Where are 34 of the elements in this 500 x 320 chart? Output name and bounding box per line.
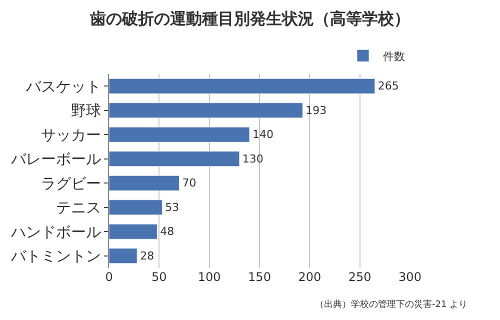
x-tick-label: 100 bbox=[198, 270, 221, 284]
data-label: 130 bbox=[242, 152, 264, 166]
bar bbox=[109, 224, 158, 240]
bar bbox=[109, 175, 180, 191]
y-tick-label: バトミントン bbox=[10, 247, 101, 266]
y-tick-label: 野球 bbox=[71, 102, 101, 120]
data-label: 70 bbox=[182, 176, 196, 190]
bar bbox=[109, 126, 250, 142]
data-label: 140 bbox=[252, 128, 274, 142]
y-tick-label: サッカー bbox=[41, 126, 101, 144]
bar bbox=[109, 102, 303, 118]
data-label: 265 bbox=[378, 80, 399, 93]
chart-title: 歯の破折の運動種目別発生状況（高等学校） bbox=[89, 9, 410, 28]
bar bbox=[109, 248, 138, 264]
x-tick-label: 50 bbox=[152, 270, 167, 284]
x-tick-label: 300 bbox=[398, 270, 422, 284]
data-label: 48 bbox=[160, 225, 174, 238]
y-tick-label: バスケット bbox=[25, 77, 101, 96]
y-tick-label: ハンドボール bbox=[10, 222, 101, 241]
x-tick-label: 250 bbox=[348, 270, 372, 284]
y-tick-label: バレーボール bbox=[10, 150, 101, 168]
bar bbox=[109, 78, 376, 94]
data-label: 28 bbox=[140, 249, 154, 262]
text: （出典）学校の管理下の災害-21 より bbox=[315, 299, 468, 310]
y-tick-label: ラグビー bbox=[41, 174, 101, 192]
x-tick-label: 0 bbox=[105, 270, 113, 284]
data-label: 193 bbox=[306, 104, 327, 117]
bar bbox=[109, 200, 162, 216]
legend-label: 件数 bbox=[383, 50, 405, 63]
x-tick-label: 200 bbox=[298, 270, 322, 284]
y-tick-label: テニス bbox=[56, 198, 101, 217]
data-label: 53 bbox=[165, 200, 180, 214]
bar bbox=[109, 151, 240, 167]
x-tick-label: 150 bbox=[248, 270, 271, 284]
